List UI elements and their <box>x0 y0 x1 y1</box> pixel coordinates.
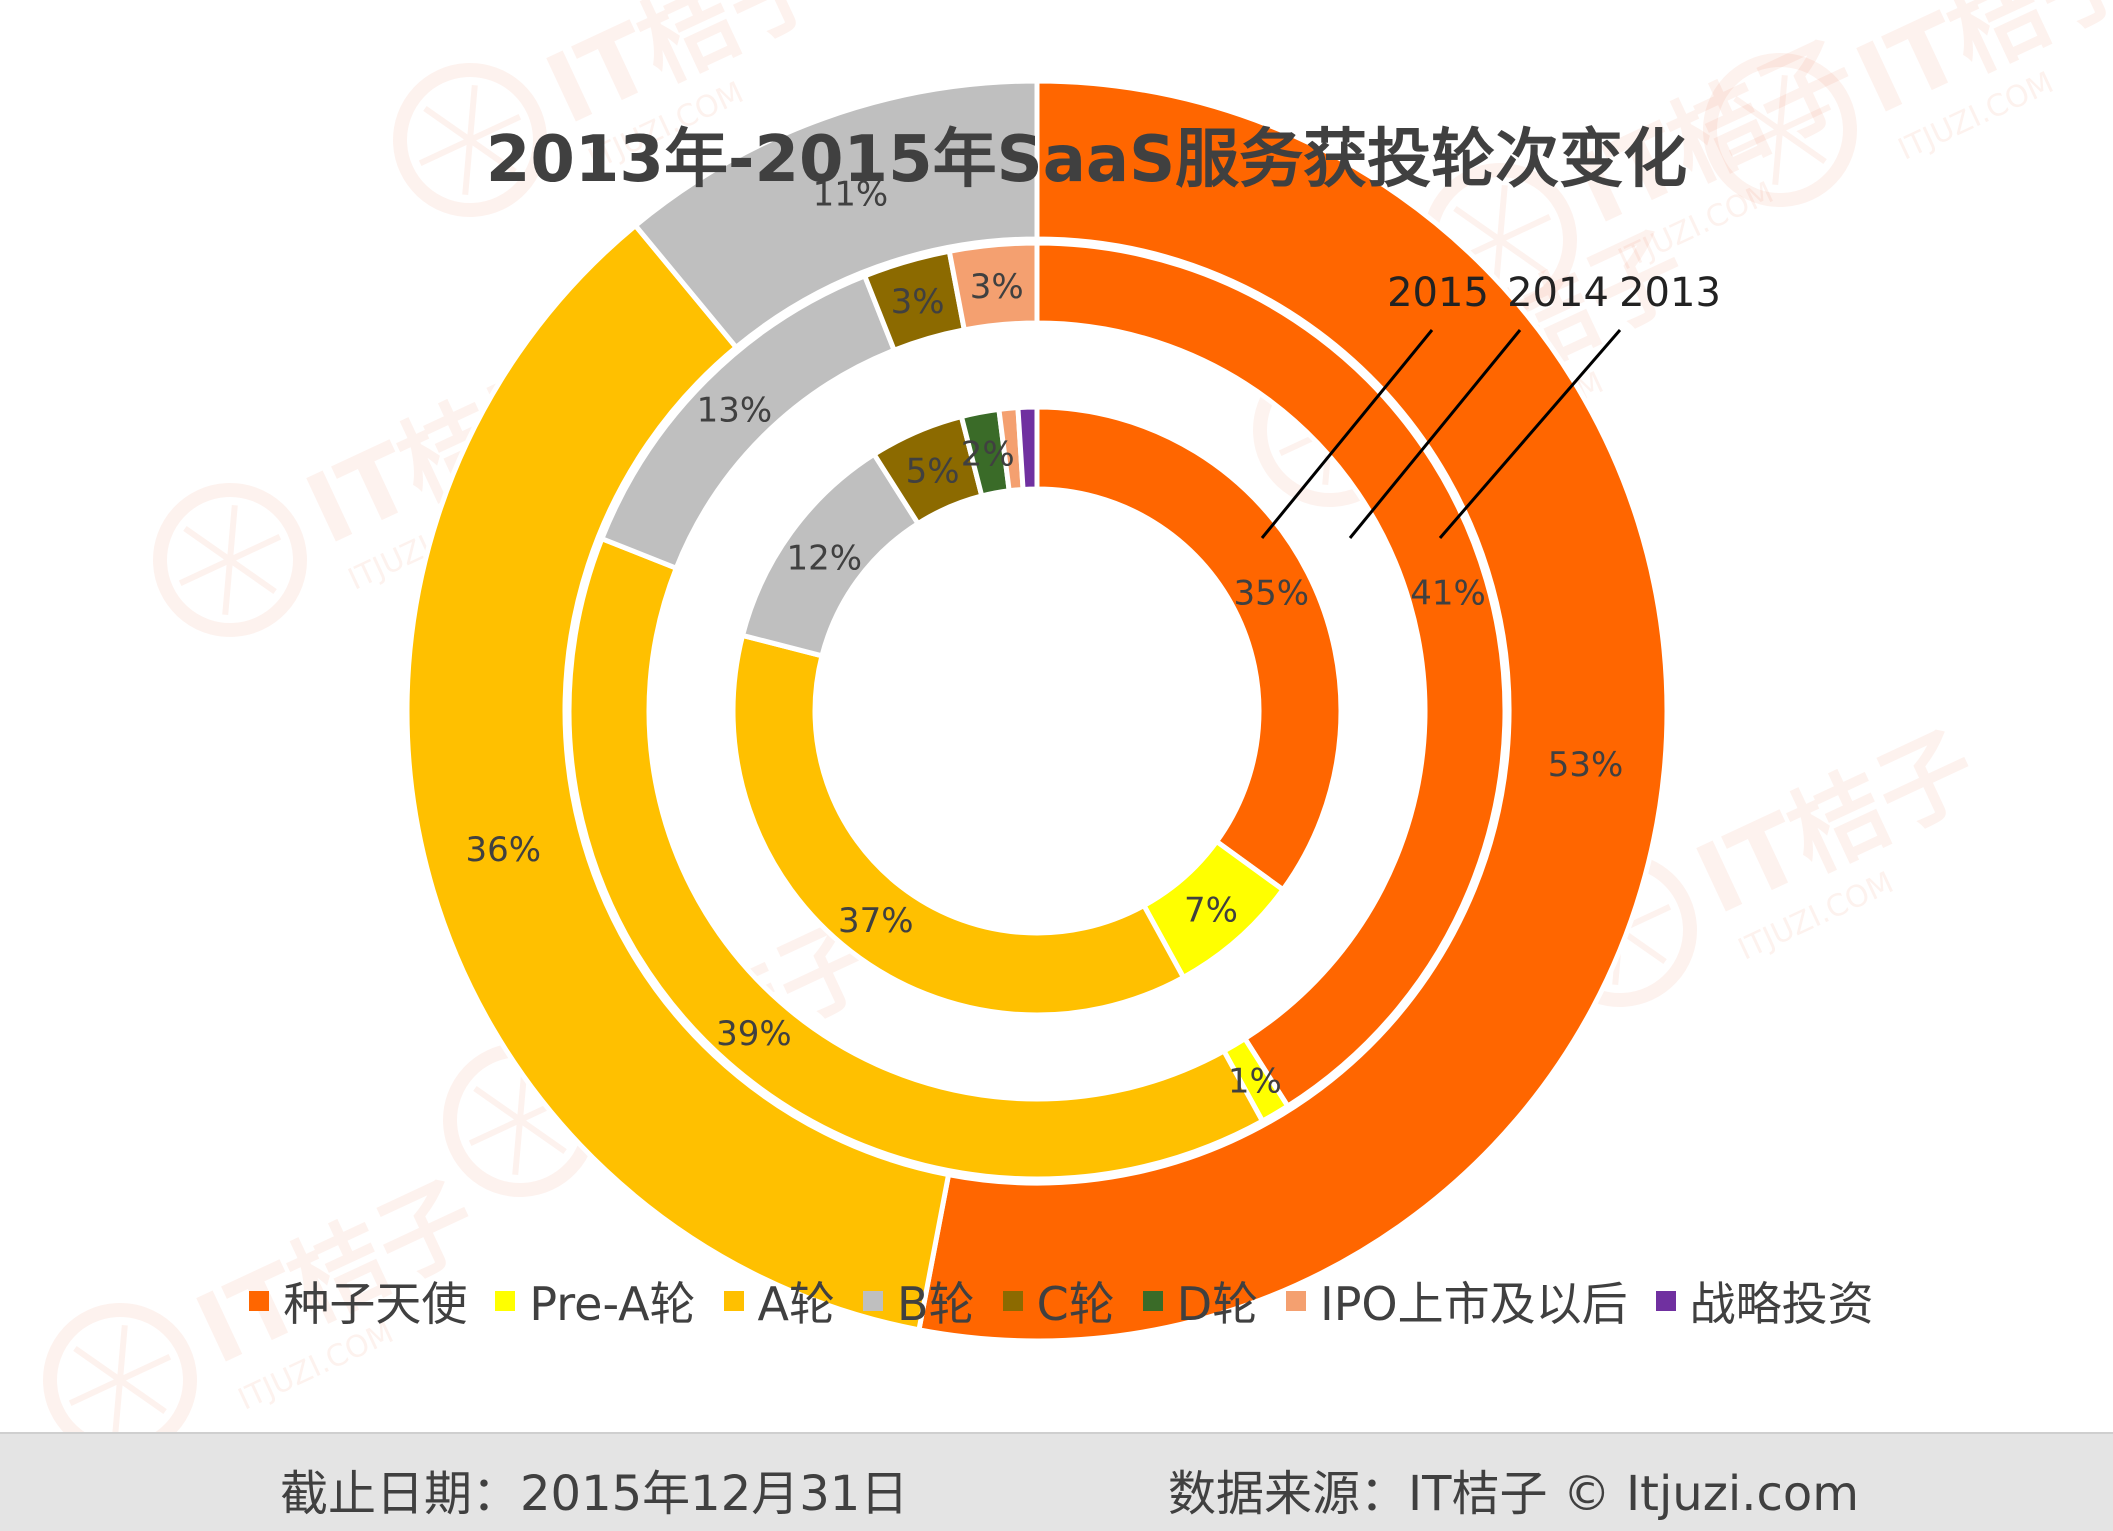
slice-2015-a <box>730 632 1187 1018</box>
legend-swatch-pre-a <box>495 1291 516 1311</box>
legend-item-seed: 种子天使 <box>249 1268 467 1334</box>
legend-label-d: D轮 <box>1176 1277 1259 1331</box>
legend-swatch-c <box>1002 1291 1023 1311</box>
data-label-2013-seed: 53% <box>1548 745 1624 785</box>
data-label-2015-pre-a: 7% <box>1184 890 1238 930</box>
data-label-2015-b: 12% <box>786 538 862 578</box>
slice-2015-seed <box>1034 404 1344 894</box>
legend-label-c: C轮 <box>1036 1277 1115 1331</box>
data-label-2013-b: 11% <box>813 175 889 215</box>
footer-bar: 截止日期：2015年12月31日 数据来源：IT桔子 © Itjuzi.com <box>0 1432 2113 1531</box>
data-label-2014-a: 39% <box>716 1014 792 1054</box>
legend-item-strategic: 战略投资 <box>1655 1268 1874 1334</box>
slice-2014-a <box>566 535 1266 1182</box>
slice-2014-seed <box>1034 240 1508 1110</box>
leader-line-2013 <box>1438 329 1622 539</box>
cutoff-date: 截止日期：2015年12月31日 <box>280 1466 909 1522</box>
legend-item-c: C轮 <box>1002 1268 1115 1334</box>
legend-label-a: A轮 <box>757 1277 836 1331</box>
legend-label-strategic: 战略投资 <box>1689 1277 1874 1331</box>
legend-label-seed: 种子天使 <box>283 1277 468 1331</box>
series-label-2013: 2013 <box>1619 270 1721 316</box>
data-source: 数据来源：IT桔子 © Itjuzi.com <box>1168 1466 1860 1522</box>
series-leader-lines <box>1260 329 1622 539</box>
legend-swatch-d <box>1142 1291 1163 1311</box>
legend: 种子天使 Pre-A轮 A轮 B轮 C轮 D轮 IPO上市及以后 战略投资 <box>0 1268 2113 1334</box>
data-label-2015-d: 2% <box>961 435 1015 475</box>
series-label-2015: 2015 <box>1387 270 1489 316</box>
data-label-2013-a: 36% <box>466 830 542 870</box>
chart-title: 2013年-2015年SaaS服务获投轮次变化 <box>485 123 1688 197</box>
data-label-2014-b: 13% <box>697 390 773 430</box>
legend-swatch-a <box>723 1291 744 1311</box>
slice-2013-a <box>404 222 952 1333</box>
legend-swatch-ipo <box>1286 1291 1307 1311</box>
legend-swatch-seed <box>249 1291 270 1311</box>
data-label-2015-seed: 35% <box>1234 574 1310 614</box>
legend-item-a: A轮 <box>723 1268 836 1334</box>
slice-2015-strategic <box>1015 404 1040 493</box>
legend-swatch-strategic <box>1655 1291 1676 1311</box>
data-label-2014-seed: 41% <box>1410 574 1486 614</box>
legend-label-b: B轮 <box>897 1277 975 1331</box>
data-label-2014-c: 3% <box>891 282 945 322</box>
legend-label-ipo: IPO上市及以后 <box>1320 1277 1628 1331</box>
series-label-2014: 2014 <box>1507 270 1609 316</box>
legend-swatch-b <box>863 1291 884 1311</box>
data-label-2014-ipo: 3% <box>970 267 1024 307</box>
data-label-2015-a: 37% <box>838 901 914 941</box>
legend-item-ipo: IPO上市及以后 <box>1286 1268 1628 1334</box>
legend-item-b: B轮 <box>863 1268 975 1334</box>
data-label-2014-pre-a: 1% <box>1228 1061 1282 1101</box>
data-labels: 53% 36% 11% 41% 1% 39% 13% 3% 3% 35% 7% 37% 12% 5% 2% <box>466 175 1624 1102</box>
slice-2013-b <box>631 78 1040 351</box>
legend-item-pre-a: Pre-A轮 <box>495 1268 696 1334</box>
legend-label-pre-a: Pre-A轮 <box>529 1277 696 1331</box>
data-label-2015-c: 5% <box>906 452 960 492</box>
donut-rings <box>404 78 1670 1344</box>
leader-line-2014 <box>1348 329 1522 539</box>
slice-2014-ipo <box>946 240 1040 333</box>
leader-line-2015 <box>1260 329 1434 539</box>
slice-2013-seed <box>916 78 1670 1344</box>
legend-item-d: D轮 <box>1142 1268 1259 1334</box>
